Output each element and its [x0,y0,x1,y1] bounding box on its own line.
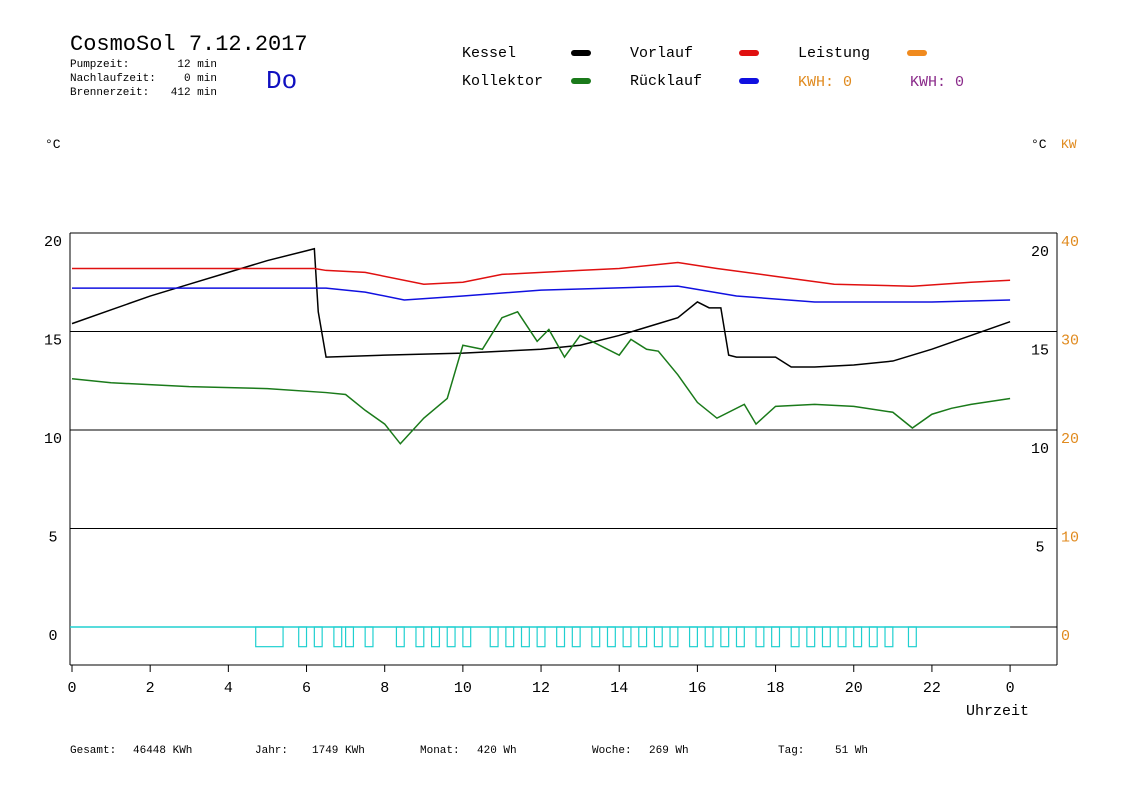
y-right-tick-label: 15 [1031,342,1049,359]
info-label: Brennerzeit: [70,87,149,99]
pump-pulse [591,626,601,648]
pump-pulse [669,626,679,648]
pump-pulse [837,626,847,648]
info-label: Nachlaufzeit: [70,73,156,85]
footer-value: 46448 KWh [133,745,192,757]
x-axis-label: Uhrzeit [966,703,1029,720]
pump-pulse [462,626,472,648]
pump-pulse [536,626,546,648]
pump-pulse [364,626,374,648]
x-tick-label: 0 [1006,680,1015,697]
y2-unit: KW [1061,137,1077,152]
pump-pulse [853,626,863,648]
series-line [72,261,1011,287]
pump-pulse [821,626,831,648]
pump-pulse [735,626,745,648]
footer-value: 51 Wh [835,745,868,757]
info-label: Pumpzeit: [70,59,129,71]
pump-pulse [415,626,425,648]
legend-label: Leistung [798,45,870,62]
footer-value: 1749 KWh [312,745,365,757]
pump-pulse [505,626,515,648]
footer-label: Woche: [592,745,632,757]
x-tick-label: 0 [67,680,76,697]
legend-label: Vorlauf [630,45,693,62]
footer-value: 420 Wh [477,745,517,757]
day: Do [266,66,297,96]
x-tick-label: 10 [454,680,472,697]
y-right-tick-label: 20 [1031,244,1049,261]
pump-pulse [606,626,616,648]
legend-label: Kollektor [462,73,543,90]
pump-pulse [688,626,698,648]
series-line [71,247,1011,368]
footer-label: Monat: [420,745,460,757]
y-tick-label: 0 [48,628,57,645]
x-tick-label: 14 [610,680,628,697]
info-value: 0 min [184,73,217,85]
footer-label: Tag: [778,745,804,757]
x-tick-label: 20 [845,680,863,697]
pump-pulse [868,626,878,648]
y-unit: °C [45,137,61,152]
series-line [72,285,1011,303]
pump-pulse [771,626,781,648]
x-tick-label: 18 [767,680,785,697]
x-tick-label: 6 [302,680,311,697]
pump-pulse [653,626,663,648]
y-unit-right: °C [1031,137,1047,152]
pump-pulse [333,626,343,648]
y2-tick-label: 40 [1061,234,1079,251]
pump-pulse [556,626,566,648]
pump-pulse [313,626,323,648]
y2-tick-label: 30 [1061,332,1079,349]
pump-pulse [298,626,308,648]
pump-pulse [806,626,816,648]
y-right-tick-label: 5 [1035,539,1044,556]
x-tick-label: 8 [380,680,389,697]
pump-pulse [638,626,648,648]
footer-value: 269 Wh [649,745,689,757]
y-tick-label: 20 [44,234,62,251]
pump-pulse [907,626,917,648]
y2-tick-label: 10 [1061,529,1079,546]
pump-pulse [345,626,355,648]
y-right-tick-label: 10 [1031,441,1049,458]
y2-tick-label: 0 [1061,628,1070,645]
pump-pulse [720,626,730,648]
x-tick-label: 16 [688,680,706,697]
pump-pulse [755,626,765,648]
pump-pulse [255,626,284,648]
pump-pulse [884,626,894,648]
legend-label: Kessel [462,45,516,62]
y-tick-label: 10 [44,431,62,448]
chart-title: CosmoSol 7.12.2017 [70,32,308,57]
pump-pulse [520,626,530,648]
pump-pulse [489,626,499,648]
x-tick-label: 12 [532,680,550,697]
pump-pulse [704,626,714,648]
info-value: 12 min [177,59,217,71]
pump-pulse [431,626,441,648]
pump-pulse [571,626,581,648]
y2-tick-label: 20 [1061,431,1079,448]
pump-pulse [790,626,800,648]
x-tick-label: 2 [146,680,155,697]
legend-label: Rücklauf [630,73,702,90]
x-tick-label: 22 [923,680,941,697]
series-line [71,310,1011,445]
kwh: KWH: 0 [798,74,852,91]
info-value: 412 min [171,87,217,99]
pump-pulse [395,626,405,648]
footer-label: Gesamt: [70,745,116,757]
y-tick-label: 15 [44,332,62,349]
x-tick-label: 4 [224,680,233,697]
y-tick-label: 5 [48,529,57,546]
footer-label: Jahr: [255,745,288,757]
kwh: KWH: 0 [910,74,964,91]
pump-pulse [622,626,632,648]
pump-pulse [446,626,456,648]
